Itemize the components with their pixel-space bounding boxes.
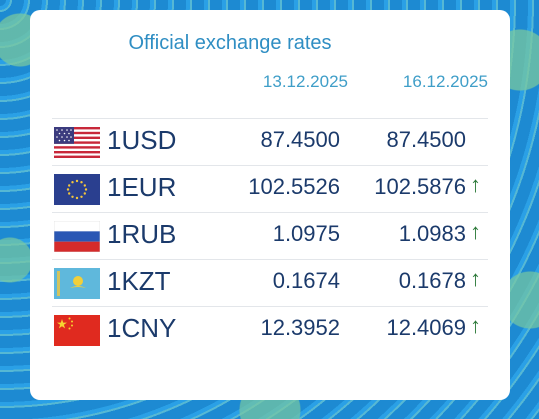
rate-row-eur: 1EUR 102.5526 102.5876 ↑: [52, 165, 488, 212]
rate-value-date2: 1.0983: [398, 221, 466, 246]
rate-value-date1: 0.1674: [272, 268, 340, 293]
rate-value-date1: 1.0975: [272, 221, 340, 246]
card-title: Official exchange rates: [128, 32, 332, 54]
ru-flag-icon: [54, 221, 100, 252]
rate-value-date2: 87.4500: [386, 127, 466, 152]
eu-flag-icon: [54, 174, 100, 205]
arrow-up-icon: ↑: [470, 172, 481, 197]
rate-value-date1: 87.4500: [260, 127, 340, 152]
rate-row-cny: 1CNY 12.3952 12.4069 ↑: [52, 306, 488, 353]
arrow-up-icon: ↑: [470, 313, 481, 338]
currency-code: 1RUB: [107, 219, 177, 249]
currency-code: 1KZT: [107, 266, 171, 296]
date-column-1: 13.12.2025: [262, 72, 348, 91]
currency-code: 1EUR: [107, 172, 177, 202]
cn-flag-icon: [54, 315, 100, 346]
arrow-up-icon: ↑: [470, 219, 481, 244]
rate-value-date2: 0.1678: [398, 268, 466, 293]
us-flag-icon: [54, 127, 100, 158]
currency-code: 1USD: [107, 125, 177, 155]
kz-flag-icon: [54, 268, 100, 299]
rate-row-rub: 1RUB 1.0975 1.0983 ↑: [52, 212, 488, 259]
rate-value-date1: 12.3952: [260, 315, 340, 340]
rate-row-usd: 1USD 87.4500 87.4500: [52, 118, 488, 165]
rate-value-date2: 12.4069: [386, 315, 466, 340]
date-column-2: 16.12.2025: [402, 72, 488, 91]
rate-value-date1: 102.5526: [248, 174, 340, 199]
currency-code: 1CNY: [107, 313, 177, 343]
rate-row-kzt: 1KZT 0.1674 0.1678 ↑: [52, 259, 488, 306]
rate-value-date2: 102.5876: [374, 174, 466, 199]
exchange-rates-card: Official exchange rates 13.12.2025 16.12…: [30, 10, 510, 400]
arrow-up-icon: ↑: [470, 266, 481, 291]
